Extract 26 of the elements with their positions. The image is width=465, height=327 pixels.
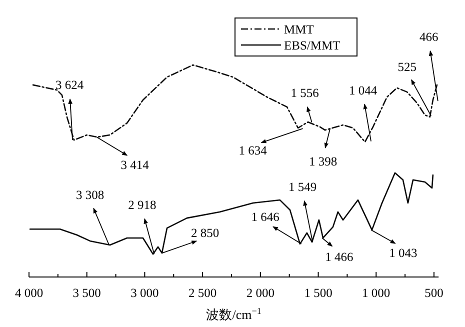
annotation-text: 1 044 (348, 83, 378, 98)
legend-label: MMT (284, 22, 314, 36)
annotation-text: 1 646 (251, 210, 280, 224)
xtick: 3 500 (72, 286, 101, 300)
annotation-text: 3 308 (76, 188, 104, 202)
xtick: 1 500 (304, 286, 332, 300)
annotation-text: 1 549 (288, 180, 317, 194)
xtick: 4 000 (14, 286, 44, 300)
xtick: 3 000 (130, 286, 159, 300)
xtick: 1 000 (362, 286, 390, 300)
annotation-text: 1 398 (309, 154, 338, 169)
annotation-text: 2 850 (191, 226, 220, 240)
annotation-text: 1 043 (389, 246, 418, 260)
annotation-text: 3 624 (55, 78, 84, 92)
annotation-text: 525 (398, 60, 416, 74)
annotation-text: 466 (420, 30, 438, 44)
legend-label: EBS/MMT (284, 38, 340, 52)
annotation-text: 2 918 (128, 198, 156, 212)
annotation-text: 1 634 (238, 144, 267, 158)
annotation-text: 1 556 (290, 86, 319, 100)
xlabel: 波数/cm$^{−1}$ (206, 306, 262, 322)
xtick: 2 000 (246, 286, 274, 300)
xtick: 500 (424, 286, 444, 300)
xtick: 2 500 (188, 286, 217, 300)
annotation-text: 3 414 (120, 158, 149, 172)
annotation-text: 1 466 (325, 250, 354, 264)
